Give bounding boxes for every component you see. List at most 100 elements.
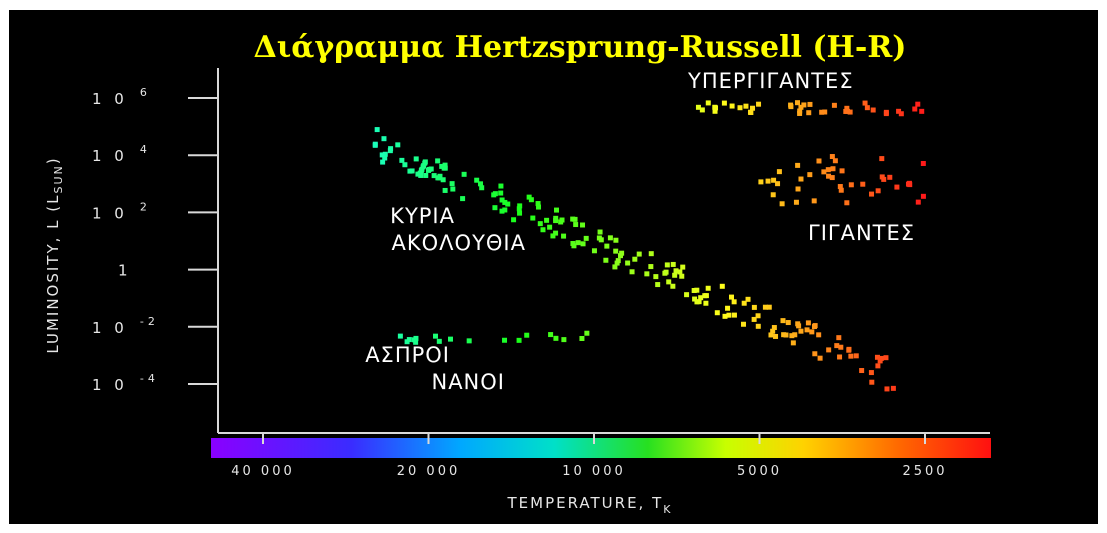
star-point xyxy=(822,109,828,115)
x-tick-label: 20 000 xyxy=(397,464,461,479)
star-point xyxy=(785,320,791,326)
star-point xyxy=(920,193,926,199)
star-point xyxy=(829,154,835,160)
star-point xyxy=(548,332,554,338)
y-ticks: 1 0 6 1 0 4 1 0 2 1 1 0 -2 1 0 -4 xyxy=(92,86,218,394)
star-point xyxy=(397,333,403,339)
star-point xyxy=(415,171,421,177)
star-point xyxy=(766,304,772,310)
star-point xyxy=(725,305,731,311)
star-point xyxy=(498,183,504,189)
star-point xyxy=(382,155,388,161)
star-point xyxy=(580,222,586,228)
star-point xyxy=(729,294,735,300)
temperature-color-bar xyxy=(211,438,991,458)
star-point xyxy=(883,109,889,115)
y-tick-label: 1 xyxy=(118,262,132,280)
star-point xyxy=(422,159,428,165)
star-point xyxy=(713,105,719,111)
star-point xyxy=(797,108,803,114)
star-point xyxy=(798,104,804,110)
star-point xyxy=(413,335,419,341)
star-point xyxy=(418,172,424,178)
star-point xyxy=(399,157,405,163)
star-point xyxy=(426,166,432,172)
star-point xyxy=(794,100,800,106)
star-point xyxy=(751,316,757,322)
star-point xyxy=(680,264,686,270)
star-point xyxy=(751,304,757,310)
star-point xyxy=(868,370,874,376)
star-point xyxy=(440,177,446,183)
star-point xyxy=(460,196,466,202)
star-point xyxy=(677,269,683,275)
star-point xyxy=(839,168,845,174)
region-label: ΝΑΝΟΙ xyxy=(431,370,505,394)
region-label: ΓΙΓΑΝΤΕΣ xyxy=(808,221,915,245)
star-point xyxy=(664,262,670,268)
star-point xyxy=(894,184,900,190)
star-point xyxy=(502,199,508,205)
star-point xyxy=(780,318,786,324)
star-point xyxy=(826,173,832,179)
star-point xyxy=(731,312,737,318)
star-point xyxy=(756,101,762,107)
star-point xyxy=(788,104,794,110)
star-point xyxy=(374,127,380,133)
star-point xyxy=(613,248,619,254)
star-point xyxy=(498,190,504,196)
star-point xyxy=(629,269,635,275)
star-point xyxy=(795,321,801,327)
star-point xyxy=(553,335,559,341)
x-tick-label: 40 000 xyxy=(231,464,295,479)
star-point xyxy=(826,347,832,353)
star-point xyxy=(474,177,480,183)
star-point xyxy=(692,296,698,302)
star-point xyxy=(699,107,705,113)
star-point xyxy=(530,215,536,221)
star-point xyxy=(694,287,700,293)
star-point xyxy=(423,172,429,178)
star-point xyxy=(436,338,442,344)
star-point xyxy=(450,186,456,192)
star-points xyxy=(372,100,926,392)
star-point xyxy=(381,136,387,142)
star-point xyxy=(372,142,378,148)
star-point xyxy=(792,332,798,338)
star-point xyxy=(388,146,394,152)
star-point xyxy=(691,287,697,293)
star-point xyxy=(662,270,668,276)
star-point xyxy=(874,354,880,360)
star-point xyxy=(526,194,532,200)
star-point xyxy=(619,250,625,256)
star-point xyxy=(402,162,408,168)
star-point xyxy=(743,103,749,109)
star-point xyxy=(554,207,560,213)
star-point xyxy=(920,160,926,166)
star-point xyxy=(809,329,815,335)
star-point xyxy=(644,271,650,277)
star-point xyxy=(413,156,419,162)
star-point xyxy=(779,201,785,207)
star-point xyxy=(770,192,776,198)
star-point xyxy=(395,142,401,148)
star-point xyxy=(431,173,437,179)
star-point xyxy=(570,216,576,222)
star-point xyxy=(887,174,893,180)
star-point xyxy=(537,221,543,227)
star-point xyxy=(915,101,921,107)
star-point xyxy=(441,165,447,171)
star-point xyxy=(838,187,844,193)
star-point xyxy=(829,175,835,181)
star-point xyxy=(837,184,843,190)
star-point xyxy=(380,159,386,165)
star-point xyxy=(804,327,810,333)
star-point xyxy=(853,353,859,359)
star-point xyxy=(632,256,638,262)
star-point xyxy=(762,304,768,310)
star-point xyxy=(875,363,881,369)
star-point xyxy=(553,215,559,221)
